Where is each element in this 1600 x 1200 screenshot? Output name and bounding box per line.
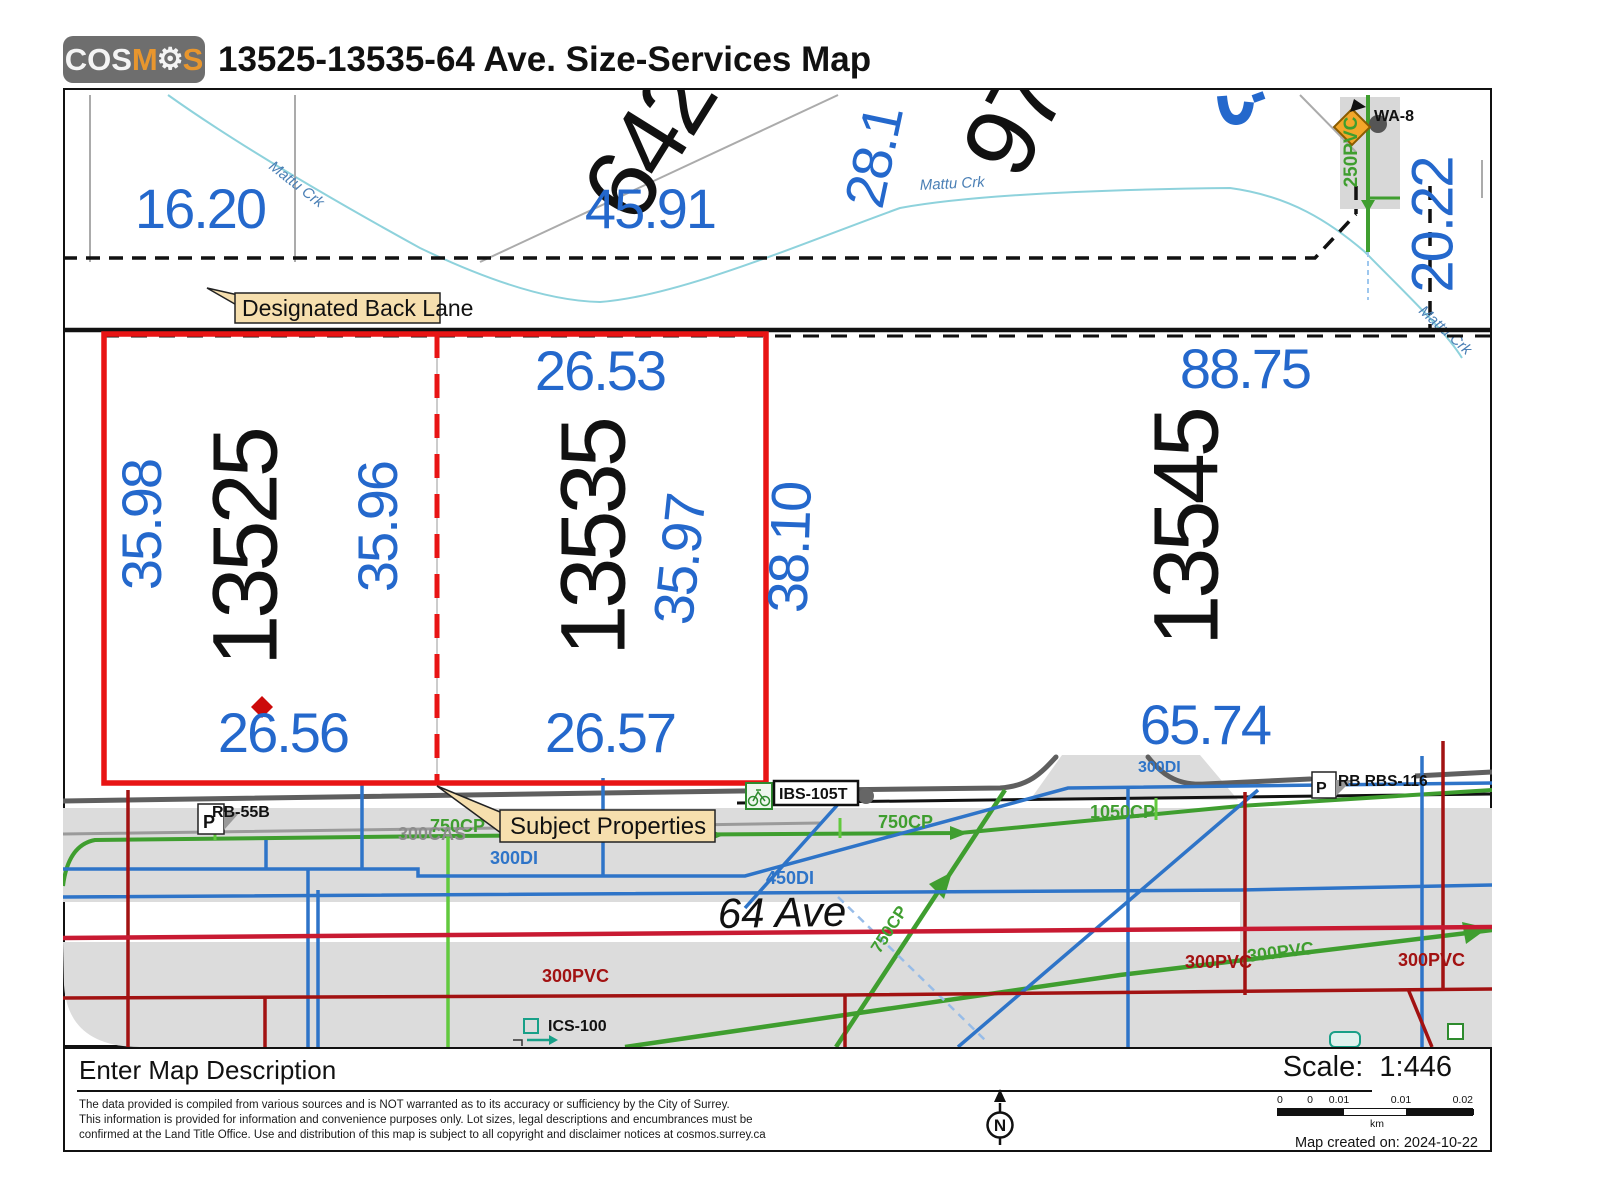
teal-arrow-icon (549, 1035, 558, 1045)
scalebar-tick-1: 0 (1277, 1094, 1283, 1106)
green-box-icon (1447, 1023, 1464, 1040)
street-label-64-ave: 64 Ave (717, 888, 846, 937)
ics100-label: ICS-100 (548, 1018, 607, 1035)
wa8-diamond-icon (1332, 107, 1372, 147)
subject-property-outline (101, 331, 769, 786)
ics100-marker: ICS-100 (513, 1018, 607, 1046)
dim-28-1: 28.1 (832, 101, 915, 213)
rbs116-label: RB RBS-116 (1338, 773, 1428, 790)
pipe-arrow-right-2 (950, 826, 968, 840)
north-letter: N (994, 1116, 1006, 1135)
folded-corner-icon (224, 812, 240, 830)
disclaimer-line-1: The data provided is compiled from vario… (79, 1099, 730, 1111)
scalebar-tick-4: 0.01 (1390, 1094, 1412, 1106)
pvc250-label: 250PVC (1341, 116, 1362, 187)
teal-chamber-icon (1329, 1031, 1361, 1047)
rb55b-label: RB-55B (212, 804, 270, 821)
parcel-boundary-lines (89, 94, 1483, 263)
dim-65-74: 65.74 (1140, 693, 1271, 756)
parking-icon-2: P (1316, 780, 1327, 797)
scalebar-tick-3: 0.01 (1328, 1094, 1350, 1106)
cp1050-label: 1050CP (1090, 802, 1155, 822)
parking-icon: P (203, 812, 215, 832)
creek-label-1: Mattu Crk (266, 158, 329, 212)
di300-small-label: 300DI (1138, 759, 1181, 776)
disclaimer-line-2: This information is provided for informa… (79, 1114, 753, 1126)
disclaimer-line-3: confirmed at the Land Title Office. Use … (79, 1129, 766, 1141)
pvc300-west-label: 300PVC (542, 966, 609, 986)
partial-dimension-label (1217, 91, 1266, 126)
wa8-utility: WA-8 250PVC (1332, 95, 1414, 300)
cp750-hidden-label: 750CP (430, 816, 485, 836)
dashed-blue-line (837, 896, 986, 1041)
subject-callout-text: Subject Properties (510, 813, 706, 840)
creek-line (167, 94, 1463, 359)
cp750-label: 750CP (878, 812, 933, 832)
crimson-line (63, 924, 1492, 941)
disclaimer: The data provided is compiled from vario… (79, 1098, 766, 1143)
logo-text-cos: COS (64, 41, 132, 77)
dim-20-22: 20.22 (1400, 157, 1465, 292)
driveway-plateau (1030, 755, 1238, 800)
scale-label: Scale: 1:446 (1282, 1051, 1452, 1083)
subject-properties-callout: Subject Properties (436, 785, 716, 843)
dim-26-53: 26.53 (535, 339, 665, 402)
blue-pipes (63, 756, 1492, 1047)
valve-dot-icon (1369, 115, 1387, 133)
di450-label: 450DI (766, 868, 814, 888)
parcel-number-13525: 13525 (194, 429, 296, 666)
page-title: 13525-13535-64 Ave. Size-Services Map (218, 40, 872, 79)
wa8-label: WA-8 (1374, 108, 1414, 125)
logo-text-m: M (131, 41, 158, 77)
map-footer: Enter Map Description The data provided … (63, 1047, 1492, 1152)
footer-rule (77, 1090, 1372, 1092)
dim-35-98: 35.98 (110, 460, 173, 590)
logo-text-s: S (182, 41, 204, 77)
dim-26-57: 26.57 (545, 701, 675, 764)
dim-88-75: 88.75 (1180, 337, 1310, 400)
dim-45-91: 45.91 (585, 177, 715, 240)
map-drawing: 642 97 16.20 45.91 28.1 20.22 Mattu Crk … (63, 88, 1492, 1047)
parcel-number-13535: 13535 (542, 419, 644, 656)
scalebar-tick-2: 0 (1307, 1094, 1313, 1106)
rbs116-marker: P RB RBS-116 (1311, 771, 1428, 799)
parcel-number-13545: 13545 (1135, 409, 1237, 646)
wa8-arrow-icon (1350, 99, 1366, 112)
north-arrow-icon: N (986, 1089, 1014, 1145)
map-canvas: 642 97 16.20 45.91 28.1 20.22 Mattu Crk … (63, 88, 1492, 1047)
dim-38-10: 38.10 (756, 482, 824, 614)
cas300-label: 300CAS (398, 824, 466, 844)
pipe-arrow-down (1361, 200, 1375, 212)
gray-dot-icon (858, 788, 874, 804)
creek-label-2: Mattu Crk (919, 174, 986, 194)
ibs105t-label: IBS-105T (779, 786, 848, 803)
red-diamond-marker (251, 696, 273, 718)
dim-26-56: 26.56 (218, 701, 348, 764)
dim-35-96: 35.96 (346, 462, 409, 592)
pipe-arrow-diag (929, 872, 952, 899)
back-lane-dashed-line (63, 186, 1432, 332)
scalebar-tick-5: 0.02 (1452, 1094, 1473, 1106)
ibs105t-marker: IBS-105T (745, 779, 874, 810)
gear-icon: ⚙ (156, 42, 184, 76)
pvc300-fareast-label: 300PVC (1398, 950, 1465, 970)
map-description: Enter Map Description (79, 1055, 337, 1085)
bike-icon (747, 789, 771, 807)
red-boundary (101, 331, 769, 786)
rb55b-marker: P RB-55B (197, 803, 270, 835)
back-lane-callout: Designated Back Lane (206, 287, 473, 324)
dim-35-97: 35.97 (641, 492, 717, 628)
back-lane-callout-text: Designated Back Lane (242, 295, 473, 321)
cosmos-logo: COS M ⚙ S (63, 36, 205, 83)
created-date: Map created on: 2024-10-22 (1295, 1135, 1478, 1151)
dim-16-20: 16.20 (135, 177, 265, 240)
folded-corner-icon-2 (1336, 780, 1352, 796)
red-pipes (63, 741, 1492, 1047)
scalebar-bar (1277, 1108, 1474, 1116)
pvc300-east-label: 300PVC (1185, 952, 1252, 972)
di300-label: 300DI (490, 848, 538, 868)
scalebar-unit: km (1370, 1118, 1384, 1130)
